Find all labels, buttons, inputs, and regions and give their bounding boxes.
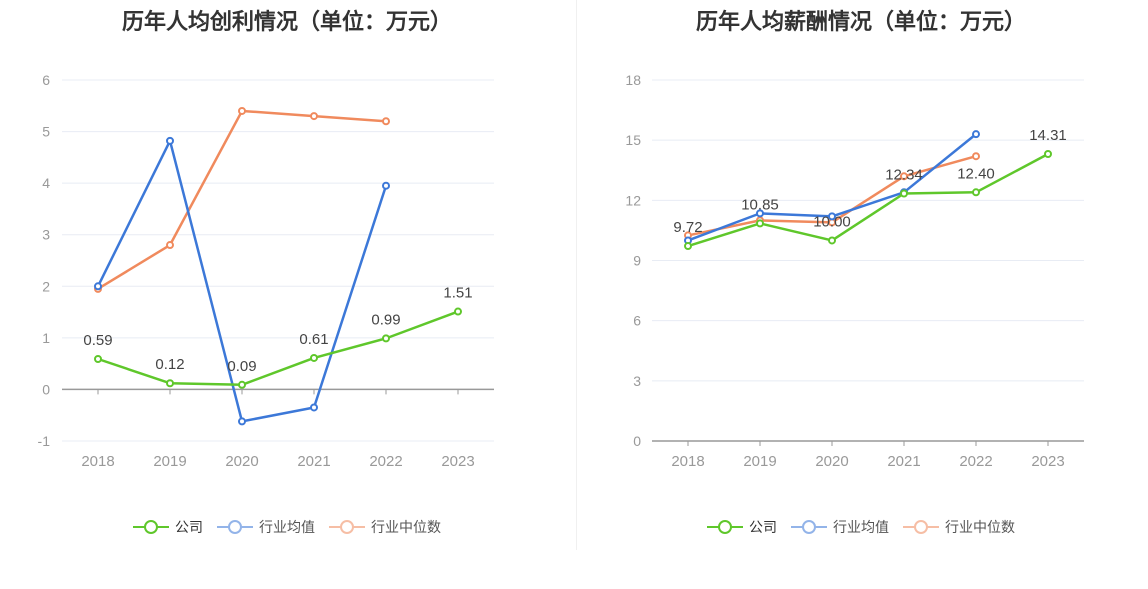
data-point-company	[94, 355, 102, 364]
chart-legend: 公司 行业均值 行业中位数	[0, 517, 574, 537]
y-tick-label: 6	[633, 313, 641, 329]
data-point-industry_avg	[310, 403, 318, 412]
x-tick-label: 2022	[369, 453, 402, 470]
data-point-industry_avg	[828, 212, 836, 221]
data-point-industry_median	[382, 117, 390, 126]
legend-label: 公司	[749, 519, 777, 535]
y-tick-label: 4	[42, 175, 50, 191]
salary-plot-area: 0 3 6 9 12 15 18 2018 2019 2020 2021 2022 2023 9.72 10…	[625, 72, 1084, 470]
legend-line-marker-icon	[903, 520, 939, 534]
legend-line-marker-icon	[217, 520, 253, 534]
y-tick-label: 18	[625, 72, 641, 88]
data-point-company	[972, 188, 980, 197]
x-tick-label: 2019	[743, 453, 776, 470]
data-label: 0.12	[155, 356, 184, 373]
profit-per-capita-chart: 历年人均创利情况（单位：万元） -1 0 1 2 3 4 5 6 2018 2019 2020 202…	[0, 9, 574, 537]
x-tick-label: 2020	[815, 453, 848, 470]
y-tick-label: 0	[633, 433, 641, 449]
legend-item-industry-avg[interactable]: 行业均值	[217, 517, 315, 537]
data-point-company	[1044, 150, 1052, 159]
x-tick-label: 2019	[153, 453, 186, 470]
salary-per-capita-chart: 历年人均薪酬情况（单位：万元） 0 3 6 9 12 15 18 2018 2019 2020 20…	[574, 0, 1148, 589]
x-tick-label: 2023	[441, 453, 474, 470]
legend-line-marker-icon	[791, 520, 827, 534]
data-point-company	[828, 236, 836, 245]
legend-line-marker-icon	[707, 520, 743, 534]
data-point-industry_median	[310, 112, 318, 121]
data-point-industry_avg	[94, 282, 102, 291]
y-tick-label: 5	[42, 124, 50, 140]
legend-item-company[interactable]: 公司	[133, 517, 203, 537]
data-label: 12.40	[957, 165, 995, 182]
data-point-industry_avg	[166, 136, 174, 145]
legend-label: 公司	[175, 519, 203, 535]
y-tick-label: 2	[42, 278, 50, 294]
chart-legend: 公司 行业均值 行业中位数	[574, 517, 1148, 537]
data-label: 0.61	[299, 331, 328, 348]
x-tick-label: 2018	[81, 453, 114, 470]
data-point-company	[238, 380, 246, 389]
legend-item-company[interactable]: 公司	[707, 517, 777, 537]
data-label: 1.51	[443, 285, 472, 302]
panel-divider	[576, 0, 577, 550]
data-label: 9.72	[673, 219, 702, 236]
data-label: 0.99	[371, 311, 400, 328]
data-point-company	[166, 379, 174, 388]
data-label: 0.59	[83, 332, 112, 349]
legend-label: 行业中位数	[945, 519, 1015, 535]
x-tick-label: 2021	[297, 453, 330, 470]
data-label: 0.09	[227, 358, 256, 375]
y-tick-label: -1	[38, 433, 51, 449]
data-label: 10.00	[813, 213, 851, 230]
data-point-industry_avg	[756, 209, 764, 218]
legend-item-industry-median[interactable]: 行业中位数	[329, 517, 441, 537]
data-point-company	[684, 242, 692, 251]
x-tick-label: 2023	[1031, 453, 1064, 470]
x-tick-label: 2020	[225, 453, 258, 470]
series-line-company	[687, 152, 1049, 248]
chart-title: 历年人均创利情况（单位：万元）	[121, 9, 452, 34]
data-point-company	[454, 307, 462, 316]
y-tick-label: 3	[42, 227, 50, 243]
y-tick-label: 3	[633, 373, 641, 389]
series-line-company	[97, 310, 459, 387]
data-point-company	[382, 334, 390, 343]
x-tick-label: 2021	[887, 453, 920, 470]
legend-label: 行业中位数	[371, 519, 441, 535]
x-tick-label: 2018	[671, 453, 704, 470]
data-label: 10.85	[741, 196, 779, 213]
legend-item-industry-median[interactable]: 行业中位数	[903, 517, 1015, 537]
legend-line-marker-icon	[133, 520, 169, 534]
data-point-company	[310, 353, 318, 362]
y-tick-label: 15	[625, 132, 641, 148]
y-tick-label: 0	[42, 381, 50, 397]
data-point-industry_avg	[238, 417, 246, 426]
profit-plot-area: -1 0 1 2 3 4 5 6 2018 2019 2020 2021 2022 2023 0.59 0.1…	[38, 72, 494, 470]
data-label: 14.31	[1029, 127, 1067, 144]
data-point-company	[900, 189, 908, 198]
data-point-industry_median	[238, 106, 246, 115]
legend-label: 行业均值	[833, 519, 889, 535]
y-tick-label: 12	[625, 192, 641, 208]
data-point-industry_median	[166, 241, 174, 250]
legend-item-industry-avg[interactable]: 行业均值	[791, 517, 889, 537]
y-tick-label: 1	[42, 330, 50, 346]
data-point-industry_avg	[382, 181, 390, 190]
data-point-industry_median	[900, 172, 908, 181]
data-point-industry_avg	[972, 130, 980, 139]
chart-title: 历年人均薪酬情况（单位：万元）	[695, 9, 1026, 34]
data-point-industry_median	[972, 152, 980, 161]
data-point-company	[756, 219, 764, 228]
legend-label: 行业均值	[259, 519, 315, 535]
legend-line-marker-icon	[329, 520, 365, 534]
y-tick-label: 9	[633, 253, 641, 269]
x-tick-label: 2022	[959, 453, 992, 470]
y-tick-label: 6	[42, 72, 50, 88]
data-label: 12.34	[885, 167, 923, 184]
